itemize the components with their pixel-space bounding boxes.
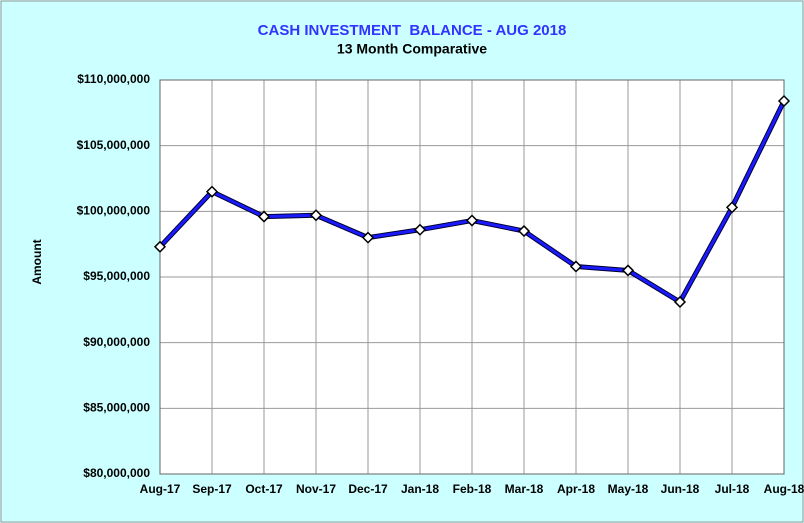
x-tick-label: Feb-18 — [453, 482, 492, 496]
y-tick-label: $80,000,000 — [83, 466, 150, 480]
x-tick-label: Jun-18 — [661, 482, 700, 496]
x-tick-label: Dec-17 — [348, 482, 388, 496]
marker — [517, 224, 531, 238]
x-tick-label: Apr-18 — [557, 482, 595, 496]
y-tick-label: $105,000,000 — [77, 138, 151, 152]
marker — [257, 210, 271, 223]
y-tick-label: $100,000,000 — [77, 204, 151, 218]
x-tick-label: Jan-18 — [401, 482, 439, 496]
x-tick-label: May-18 — [608, 482, 649, 496]
marker — [673, 295, 687, 309]
x-tick-label: Jul-18 — [715, 482, 750, 496]
x-tick-label: Sep-17 — [192, 482, 232, 496]
marker — [413, 223, 427, 236]
y-tick-label: $90,000,000 — [83, 335, 150, 349]
marker — [361, 231, 375, 244]
x-tick-label: Mar-18 — [505, 482, 544, 496]
y-tick-label: $95,000,000 — [83, 269, 150, 283]
marker — [465, 214, 479, 227]
x-tick-label: Aug-18 — [764, 482, 804, 496]
marker — [621, 264, 635, 277]
marker — [309, 209, 323, 222]
marker — [205, 185, 219, 198]
plot-border — [159, 79, 785, 475]
marker — [777, 94, 791, 108]
marker — [569, 260, 583, 273]
chart-title: CASH INVESTMENT BALANCE - AUG 2018 — [258, 22, 567, 39]
x-tick-label: Nov-17 — [296, 482, 336, 496]
y-tick-label: $85,000,000 — [83, 401, 150, 415]
x-tick-label: Oct-17 — [245, 482, 283, 496]
marker — [153, 240, 167, 253]
chart-subtitle: 13 Month Comparative — [337, 41, 487, 57]
y-tick-label: $110,000,000 — [77, 72, 150, 86]
y-axis-label: Amount — [30, 239, 44, 284]
x-tick-label: Aug-17 — [140, 482, 181, 496]
marker — [725, 201, 739, 214]
